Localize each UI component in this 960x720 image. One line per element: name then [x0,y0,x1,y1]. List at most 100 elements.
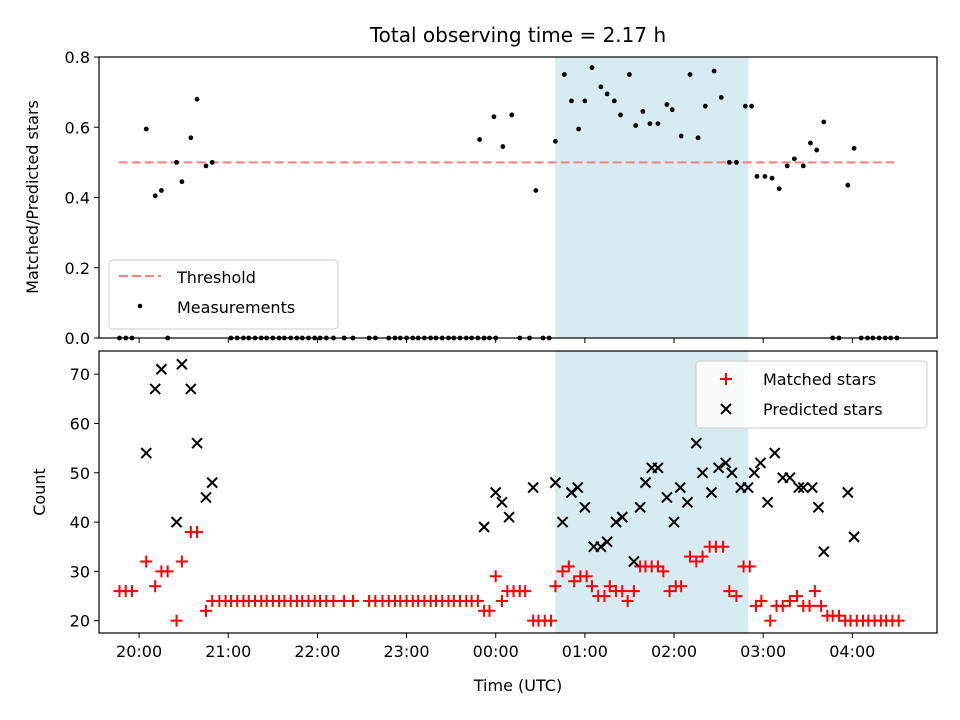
predicted-point [579,501,591,513]
measurement-point [491,114,497,120]
y-tick-label: 30 [70,562,90,581]
predicted-point [806,481,818,494]
measurement-point [618,112,623,118]
predicted-point [601,536,613,548]
measurement-point [664,102,670,107]
predicted-point [812,501,825,513]
matched-point [562,560,575,573]
predicted-point [503,511,515,523]
top-y-axis: 0.0 0.2 0.4 0.6 0.8 [65,48,99,348]
matched-point [580,570,593,583]
measurement-point [754,174,760,179]
measurement-point [726,159,732,165]
predicted-points [140,358,860,568]
matched-point [191,525,204,538]
bottom-legend: Matched stars Predicted stars [695,360,928,429]
predicted-point [742,481,754,494]
predicted-point [185,383,197,395]
measurement-point [711,68,717,74]
y-tick-label: 20 [70,612,90,631]
matched-point [489,570,502,583]
top-x-ticks [138,338,853,343]
predicted-point [793,481,805,494]
predicted-point [797,481,809,494]
matched-point [544,614,557,627]
matched-point [175,555,188,568]
predicted-point [668,516,680,528]
measurement-point [655,121,661,127]
measurement-point [776,186,782,192]
measurement-point [179,179,185,185]
x-tick-label: 23:00 [384,642,430,661]
measurement-point [582,98,588,104]
predicted-point [496,496,508,509]
matched-point [603,580,616,593]
matched-point [803,599,816,612]
matched-point [832,609,845,622]
y-tick-label: 0.4 [65,189,90,208]
predicted-point [149,383,161,395]
matched-point [170,614,183,627]
measurement-point [647,121,653,127]
measurement-point [627,72,632,77]
x-tick-label: 04:00 [829,642,875,661]
predicted-point [726,467,738,479]
measurement-point [791,156,797,162]
measurement-point [734,159,739,165]
matched-point [327,594,340,607]
legend-predicted-label: Predicted stars [763,400,883,419]
legend-threshold-label: Threshold [176,268,256,287]
matched-point [621,594,634,607]
matched-point [568,575,581,588]
legend-predicted-swatch [720,403,732,415]
top-panel: 0.00.20.40.60.8 Matched/Predicted stars … [23,48,938,348]
predicted-point [572,481,584,494]
measurement-point [569,98,574,104]
matched-point [690,555,703,568]
measurement-point [821,119,827,125]
matched-point [598,590,611,603]
x-tick-label: 20:00 [116,642,162,661]
predicted-point [784,471,796,484]
predicted-point [478,521,490,533]
matched-point [791,590,804,603]
y-tick-label: 70 [70,365,90,384]
measurement-point [509,112,515,118]
matched-point [347,594,360,607]
predicted-point [549,476,562,489]
matched-point [808,585,821,598]
measurement-points [117,65,900,341]
matched-point [717,540,730,553]
x-tick-label: 02:00 [651,642,697,661]
bottom-legend-box [695,360,928,429]
measurement-point [640,109,646,114]
matched-point [657,565,670,578]
measurement-point [589,65,595,70]
matched-point [764,614,777,627]
predicted-point [170,516,183,528]
predicted-point [634,501,646,513]
matched-point [149,580,162,593]
predicted-point [842,486,854,499]
matched-point [776,599,789,612]
predicted-point [769,447,781,459]
matched-point [585,580,598,593]
matched-point [140,555,153,568]
y-tick-label: 0.2 [65,259,90,278]
matched-point [892,614,905,627]
top-axes-frame [98,56,938,339]
matched-point [616,585,629,598]
measurement-point [718,94,724,100]
predicted-point [712,462,725,474]
measurement-point [800,163,806,169]
matched-points [113,525,905,627]
measurement-point [678,133,684,139]
measurement-point [143,126,149,132]
measurement-point [687,72,693,77]
measurement-point [553,138,558,144]
measurement-point [561,72,567,77]
measurement-point [576,126,582,132]
bottom-y-axis: 20 30 40 50 60 70 [70,365,99,631]
